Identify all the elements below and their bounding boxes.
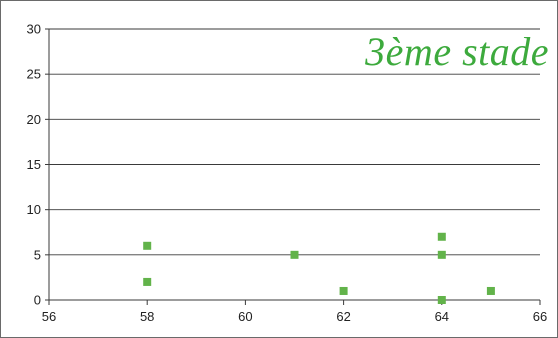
data-point-0-5 [437, 250, 446, 259]
axes [45, 28, 541, 305]
x-tick-label-62: 62 [336, 309, 350, 324]
chart-title: 3ème stade [364, 29, 549, 74]
data-point-0-1 [143, 277, 152, 286]
data-point-0-6 [437, 296, 446, 304]
y-tick-label-0: 0 [34, 293, 41, 308]
y-tick-label-20: 20 [27, 112, 41, 127]
y-tick-label-30: 30 [27, 22, 41, 37]
x-tick-label-56: 56 [42, 309, 56, 324]
data-point-0-0 [143, 241, 152, 250]
gridlines [49, 28, 540, 256]
x-tick-label-58: 58 [140, 309, 154, 324]
x-tick-labels: 56 58 60 62 64 66 [42, 309, 547, 324]
y-tick-label-25: 25 [27, 67, 41, 82]
data-point-0-3 [339, 286, 348, 295]
data-points [143, 232, 495, 304]
x-tick-label-60: 60 [238, 309, 252, 324]
data-point-0-2 [290, 250, 299, 259]
data-point-0-7 [486, 286, 495, 295]
y-tick-label-5: 5 [34, 247, 41, 262]
y-tick-labels: 0 5 10 15 20 25 30 [27, 22, 41, 308]
y-tick-label-10: 10 [27, 202, 41, 217]
y-tick-label-15: 15 [27, 157, 41, 172]
data-point-0-4 [437, 232, 446, 241]
x-tick-label-64: 64 [435, 309, 449, 324]
x-tick-label-66: 66 [533, 309, 547, 324]
